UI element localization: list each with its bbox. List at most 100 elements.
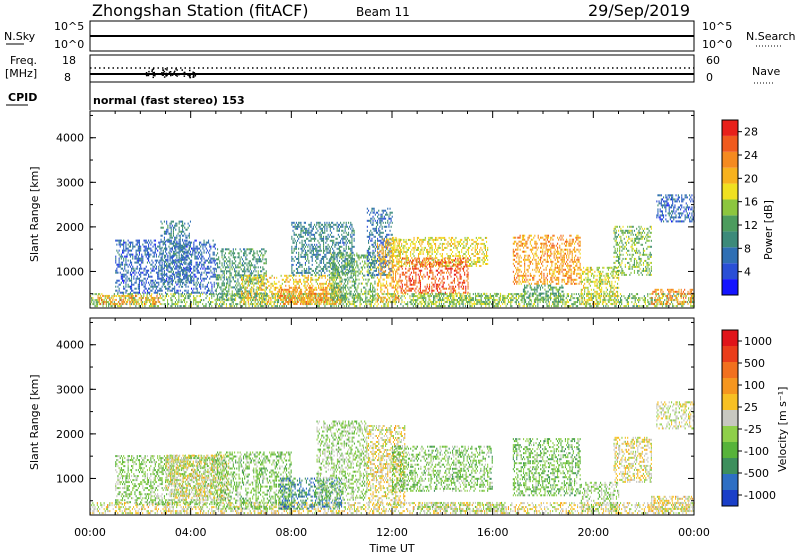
power-cell bbox=[381, 297, 383, 300]
power-cell bbox=[270, 290, 272, 293]
power-cell bbox=[253, 296, 255, 299]
power-cell bbox=[192, 279, 194, 282]
power-cell bbox=[307, 298, 309, 301]
power-cell bbox=[172, 287, 174, 290]
power-cell bbox=[238, 290, 240, 293]
power-cell bbox=[323, 265, 325, 268]
power-cell bbox=[167, 289, 169, 292]
power-cell bbox=[185, 228, 187, 231]
power-cell bbox=[188, 248, 190, 251]
power-cell bbox=[157, 277, 159, 280]
power-cell bbox=[127, 269, 129, 272]
power-cell bbox=[273, 276, 275, 279]
power-cell bbox=[303, 239, 305, 242]
power-cell bbox=[341, 297, 343, 300]
power-cell bbox=[149, 298, 151, 301]
power-cell bbox=[256, 282, 258, 285]
power-cell bbox=[199, 291, 201, 294]
power-cell bbox=[320, 286, 322, 289]
power-cell bbox=[303, 302, 305, 305]
power-cell bbox=[150, 243, 152, 246]
power-cell bbox=[394, 301, 396, 304]
nave-tick-bottom: 0 bbox=[706, 71, 713, 84]
power-cell bbox=[214, 243, 216, 246]
power-cell bbox=[205, 259, 207, 262]
power-cell bbox=[200, 285, 202, 288]
power-cell bbox=[334, 223, 336, 226]
power-cell bbox=[263, 276, 265, 279]
power-cell bbox=[169, 280, 171, 283]
power-cell bbox=[252, 280, 254, 283]
power-cell bbox=[297, 280, 299, 283]
power-cell bbox=[331, 225, 333, 228]
power-cell bbox=[182, 282, 184, 285]
power-cell bbox=[185, 289, 187, 292]
power-cell bbox=[519, 303, 521, 306]
power-cell bbox=[327, 237, 329, 240]
power-cell bbox=[325, 282, 327, 285]
power-cell bbox=[97, 301, 99, 304]
power-cell bbox=[230, 297, 232, 300]
power-cell bbox=[218, 282, 220, 285]
power-cell bbox=[309, 303, 311, 306]
power-cell bbox=[329, 298, 331, 301]
power-cell bbox=[171, 220, 173, 223]
power-cell bbox=[632, 295, 634, 298]
power-cell bbox=[126, 271, 128, 274]
power-cell bbox=[237, 280, 239, 283]
power-cell bbox=[253, 278, 255, 281]
power-cell bbox=[123, 300, 125, 303]
power-cell bbox=[177, 301, 179, 304]
power-cell bbox=[118, 263, 120, 266]
power-cell bbox=[306, 284, 308, 287]
power-cell bbox=[412, 305, 414, 308]
power-cell bbox=[191, 255, 193, 258]
power-cell bbox=[213, 295, 215, 298]
power-cell bbox=[264, 262, 266, 265]
power-cell bbox=[304, 300, 306, 303]
power-cell bbox=[137, 261, 139, 264]
power-cell bbox=[407, 293, 409, 296]
power-cell bbox=[518, 293, 520, 296]
power-cell bbox=[304, 261, 306, 264]
power-cell bbox=[326, 261, 328, 264]
power-cell bbox=[152, 269, 154, 272]
power-cell bbox=[161, 261, 163, 264]
power-cell bbox=[311, 253, 313, 256]
power-cell bbox=[174, 254, 176, 257]
power-cell bbox=[283, 290, 285, 293]
power-cell bbox=[187, 226, 189, 229]
power-cell bbox=[161, 276, 163, 279]
power-cell bbox=[603, 301, 605, 304]
power-cell bbox=[149, 261, 151, 264]
power-cell bbox=[298, 300, 300, 303]
power-cell bbox=[438, 297, 440, 300]
power-cell bbox=[257, 258, 259, 261]
power-cell bbox=[532, 303, 534, 306]
power-cell bbox=[335, 271, 337, 274]
power-cell bbox=[249, 264, 251, 267]
power-cell bbox=[167, 230, 169, 233]
power-cell bbox=[298, 278, 300, 281]
power-cell bbox=[161, 278, 163, 281]
power-cell bbox=[182, 263, 184, 266]
power-cell bbox=[246, 276, 248, 279]
power-cell bbox=[211, 293, 213, 296]
power-cell bbox=[244, 262, 246, 265]
power-cell bbox=[283, 305, 285, 308]
power-cell bbox=[253, 250, 255, 253]
power-cell bbox=[338, 286, 340, 289]
power-cell bbox=[299, 286, 301, 289]
power-cell bbox=[391, 293, 393, 296]
power-cell bbox=[549, 297, 551, 300]
power-cell bbox=[340, 221, 342, 224]
power-cell bbox=[454, 303, 456, 306]
power-cell bbox=[194, 249, 196, 252]
power-cell bbox=[245, 270, 247, 273]
power-cell bbox=[338, 247, 340, 250]
power-cell bbox=[205, 291, 207, 294]
power-cell bbox=[176, 303, 178, 306]
power-cell bbox=[116, 239, 118, 242]
power-cell bbox=[221, 264, 223, 267]
power-cell bbox=[125, 245, 127, 248]
